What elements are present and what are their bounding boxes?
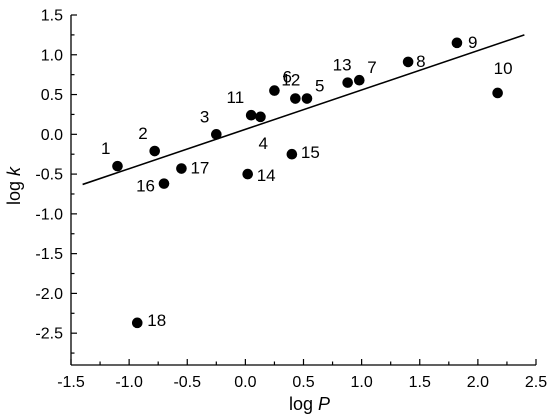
data-point [158,178,170,189]
data-point-label: 7 [367,58,376,77]
data-point-label: 15 [301,143,320,162]
data-point-label: 6 [282,68,291,87]
data-point [149,145,160,157]
regression-line [82,34,525,186]
y-tick-label: -1.0 [35,206,63,223]
y-axis-title-var: k [4,166,24,176]
y-tick-label: 1.0 [41,47,63,64]
y-axis-title-prefix: log [4,176,24,205]
data-point-label: 8 [416,52,425,71]
data-point [354,74,365,86]
data-point-label: 18 [147,311,166,330]
data-point-label: 11 [227,88,245,107]
data-point-label: 16 [136,177,155,196]
data-point [245,109,257,121]
data-point-label: 5 [315,77,324,96]
data-point [112,160,123,172]
data-point-label: 17 [190,159,209,178]
x-tick-label: 0.0 [234,374,256,391]
data-point-label: 2 [138,124,147,143]
data-point-label: 10 [494,59,513,78]
ticks: -1.5 -1.0 -0.5 0.0 0.5 1.0 1.5 2.0 2.5 -2.5 -2.0 -1… [35,8,547,392]
x-tick-label: 1.5 [409,374,431,391]
x-tick-label: 2.0 [467,374,489,391]
data-point [451,37,463,49]
y-tick-label: -2.0 [35,286,63,303]
data-point [131,317,143,329]
y-tick-label: 0.5 [41,87,63,104]
data-point-label: 13 [333,56,352,75]
y-axis-title: log k [4,166,24,205]
x-axis-title: log P [289,394,330,414]
data-point [301,93,313,104]
data-point [269,85,280,96]
data-point-label: 1 [101,139,110,158]
x-tick-label: 0.5 [292,374,314,391]
data-point [402,56,414,68]
data-point [242,168,253,180]
y-tick-label: 0.0 [41,127,63,144]
x-tick-label: 1.0 [351,374,373,391]
x-tick-label: -1.0 [115,374,143,391]
data-point-label: 14 [257,166,276,185]
data-point-label: 12 [281,71,300,90]
data-point [492,87,503,99]
data-point [286,148,298,160]
y-tick-label: -2.5 [35,326,63,343]
data-point [211,129,222,140]
data-point-label: 3 [200,107,209,126]
data-point [176,163,187,174]
x-tick-label: -1.5 [57,374,85,391]
data-point [342,77,353,88]
x-axis-title-var: P [318,394,330,414]
data-point-label: 4 [258,134,267,153]
data-point [255,111,266,123]
y-tick-label: -0.5 [35,167,63,184]
y-tick-label: -1.5 [35,246,63,263]
x-tick-label: -0.5 [173,374,201,391]
y-tick-label: 1.5 [41,8,63,25]
data-point-label: 9 [468,33,477,52]
x-tick-label: 2.5 [525,374,547,391]
data-point [290,93,301,104]
x-axis-title-prefix: log [289,394,318,414]
